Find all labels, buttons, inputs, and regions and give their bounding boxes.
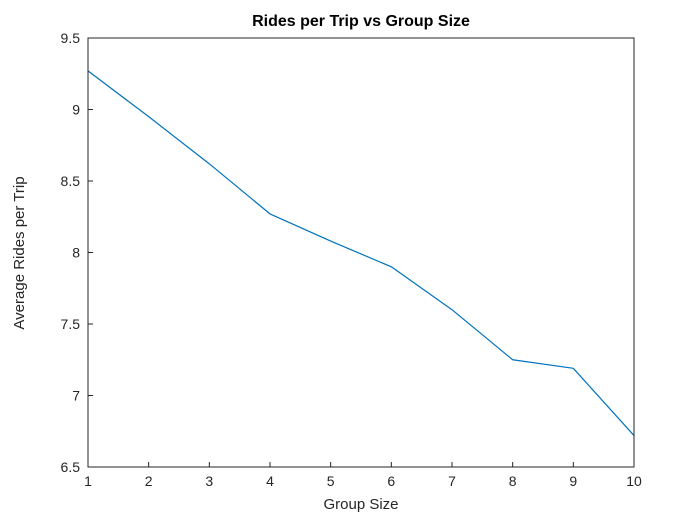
x-tick-label: 10	[626, 473, 642, 489]
y-tick-label: 7.5	[61, 316, 81, 332]
y-tick-label: 8	[72, 245, 80, 261]
x-tick-label: 2	[145, 473, 153, 489]
y-tick-label: 9	[72, 102, 80, 118]
data-line	[87, 70, 635, 436]
x-tick-label: 1	[84, 473, 92, 489]
x-tick-label: 8	[509, 473, 517, 489]
y-tick-label: 7	[72, 388, 80, 404]
x-tick-label: 7	[448, 473, 456, 489]
x-tick-label: 4	[266, 473, 274, 489]
x-tick-label: 3	[205, 473, 213, 489]
x-tick-label: 6	[387, 473, 395, 489]
y-tick-label: 9.5	[61, 30, 81, 46]
y-tick-label: 8.5	[61, 173, 81, 189]
x-axis-label: Group Size	[323, 496, 398, 513]
chart-title: Rides per Trip vs Group Size	[252, 13, 470, 30]
plot-area: 1 2 3 4 5 6 7 8 9 10 6.5 7 7.5 8 8.5 9 9.5	[61, 30, 642, 489]
x-tick-label: 9	[569, 473, 577, 489]
y-axis-label: Average Rides per Trip	[11, 176, 28, 329]
y-tick-label: 6.5	[61, 459, 81, 475]
x-tick-label: 5	[327, 473, 335, 489]
axes-box	[87, 37, 635, 468]
